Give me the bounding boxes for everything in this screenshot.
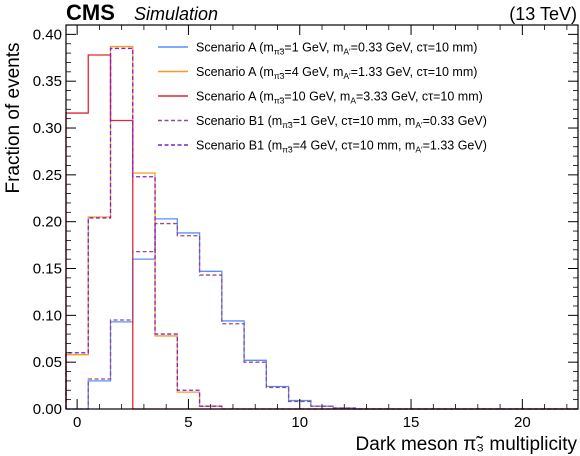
y-tick-label: 0.20 [33,214,62,231]
x-tick-label: 5 [184,414,192,431]
x-tick-label: 0 [73,414,81,431]
y-tick-label: 0.15 [33,261,62,278]
legend-label-4: Scenario B1 (mπ̃3=1 GeV, cτ=10 mm, mA′=0… [196,114,487,130]
experiment-label: CMS [66,0,115,25]
legend-label-1: Scenario A (mπ̃3=1 GeV, mA′=0.33 GeV, cτ… [196,41,477,57]
y-tick-label: 0.25 [33,167,62,184]
x-tick-label: 10 [291,414,308,431]
y-tick-label: 0.10 [33,307,62,324]
y-tick-label: 0.40 [33,26,62,43]
energy-label: (13 TeV) [509,4,577,24]
x-axis-title: Dark meson π̃₃ multiplicity [356,434,578,455]
legend: Scenario A (mπ̃3=1 GeV, mA′=0.33 GeV, cτ… [158,41,487,155]
x-tick-label: 20 [514,414,531,431]
series-line-4 [66,222,578,410]
series-line-3 [65,54,578,410]
plot-frame [65,24,579,410]
simulation-label: Simulation [134,4,218,24]
x-tick-label: 15 [403,414,420,431]
y-tick-label: 0.05 [33,354,62,371]
y-axis-title: Fraction of events [3,42,24,193]
legend-label-5: Scenario B1 (mπ̃3=4 GeV, cτ=10 mm, mA′=1… [196,139,487,155]
y-tick-label: 0.00 [33,401,62,418]
legend-label-3: Scenario A (mπ̃3=10 GeV, mA=3.33 GeV, cτ… [196,90,483,106]
ticks-layer: 0.00 0.05 0.10 0.15 0.20 0.25 0.30 0.35 0.40 0 5 10… [33,25,578,431]
y-tick-label: 0.35 [33,73,62,90]
series-line-1 [66,218,578,410]
y-tick-label: 0.30 [33,120,62,137]
legend-label-2: Scenario A (mπ̃3=4 GeV, mA′=1.33 GeV, cτ… [196,65,477,81]
